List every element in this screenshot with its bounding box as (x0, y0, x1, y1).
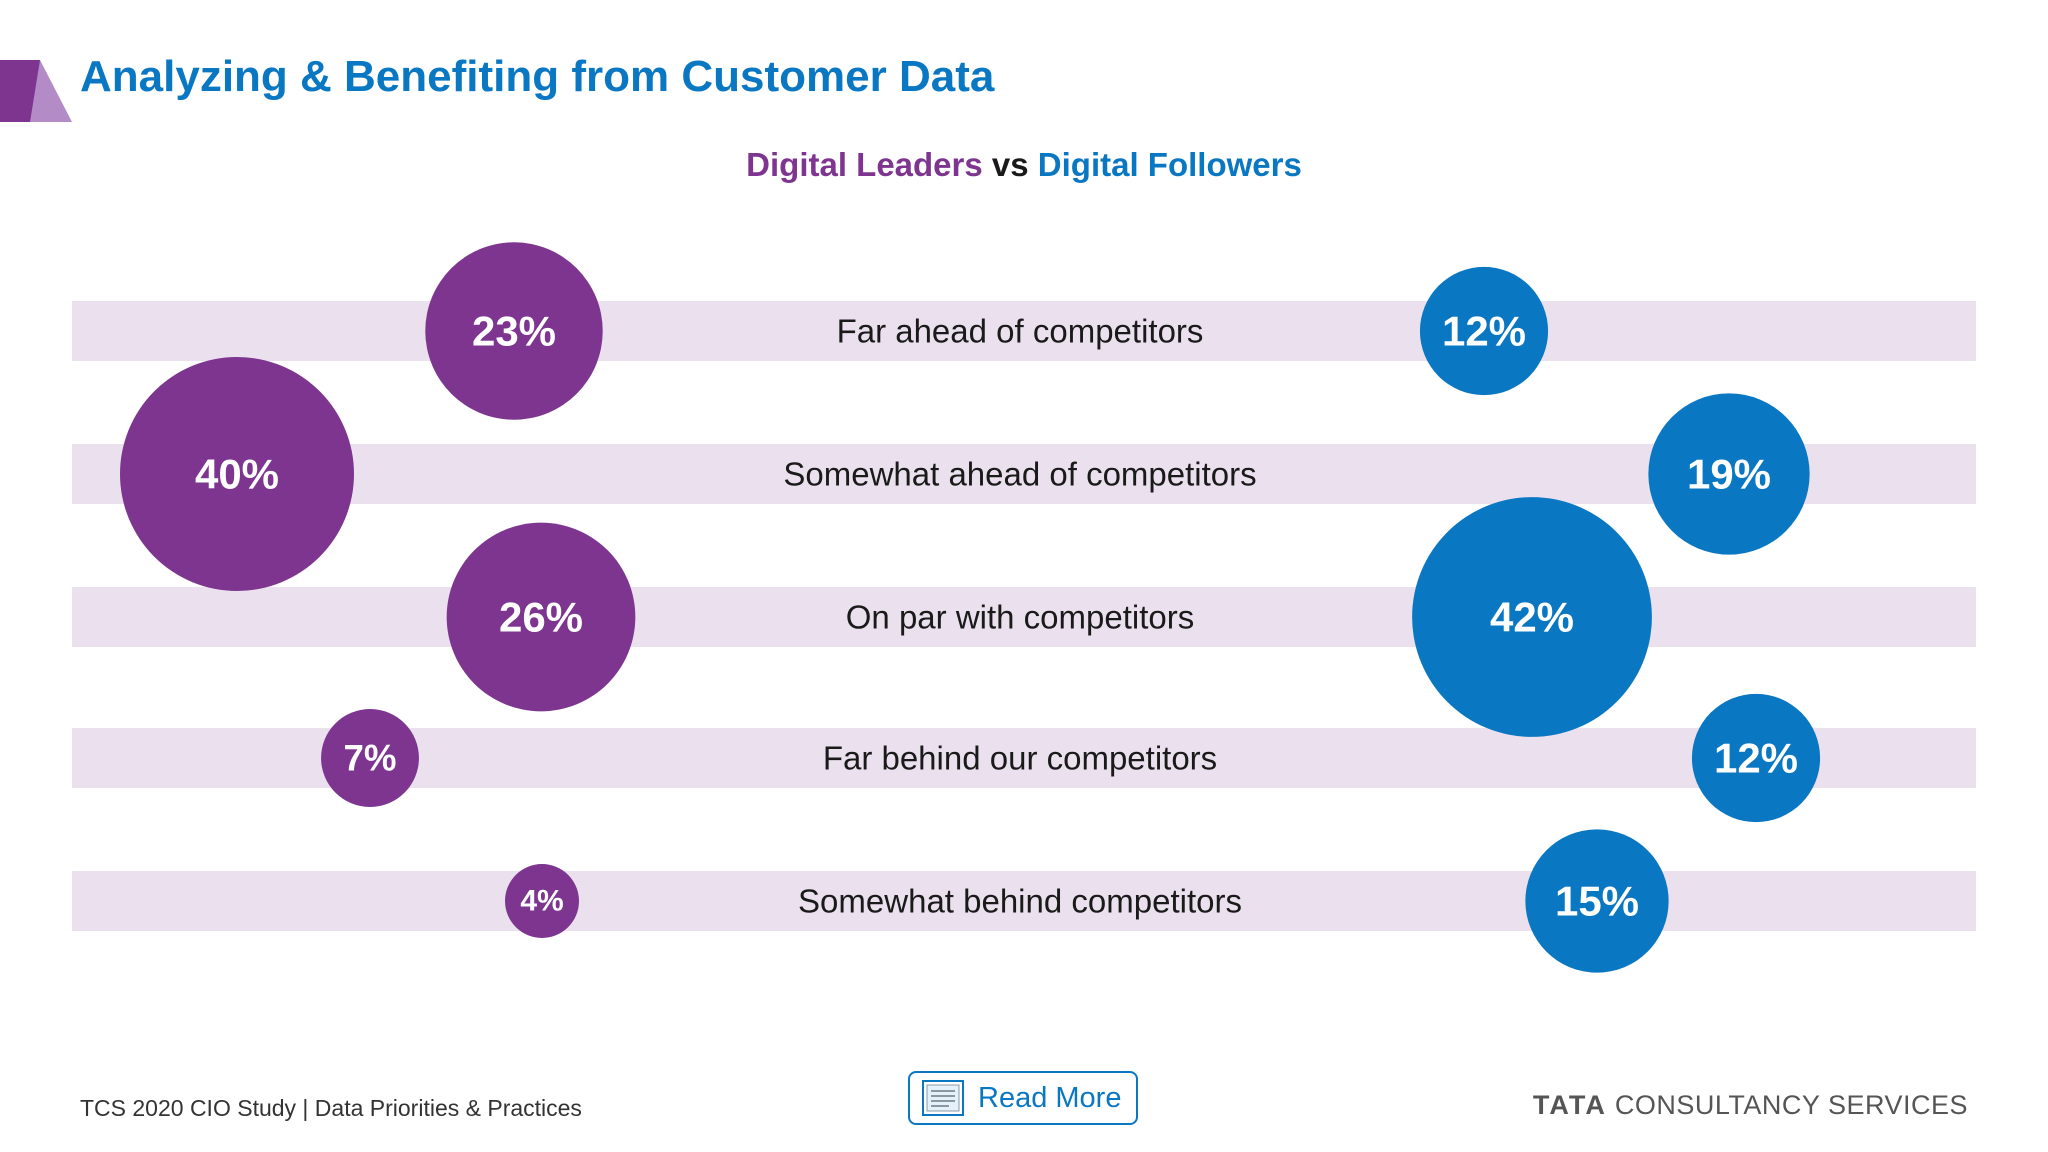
followers-value-label: 12% (1714, 735, 1798, 782)
brand-tata: TATA (1532, 1090, 1607, 1120)
read-more-button[interactable]: Read More (908, 1071, 1138, 1125)
page-title: Analyzing & Benefiting from Customer Dat… (80, 52, 995, 101)
brand-consultancy-services: CONSULTANCY SERVICES (1614, 1090, 1968, 1120)
row-label: Somewhat ahead of competitors (783, 456, 1256, 493)
followers-bubble (1525, 829, 1669, 973)
leaders-bubble (425, 242, 603, 420)
footer-source-text: TCS 2020 CIO Study | Data Priorities & P… (80, 1095, 582, 1121)
row-label: On par with competitors (846, 599, 1194, 636)
read-more-label: Read More (978, 1081, 1122, 1114)
row-label: Far ahead of competitors (837, 313, 1204, 350)
leaders-bubble (505, 864, 579, 938)
leaders-bubble (321, 709, 419, 807)
corner-accent-shape (0, 60, 72, 122)
followers-bubble (1412, 497, 1652, 737)
leaders-value-label: 4% (520, 885, 563, 918)
leaders-value-label: 7% (343, 738, 396, 779)
leaders-value-label: 40% (195, 451, 279, 498)
legend-vs: vs (991, 146, 1029, 183)
leaders-value-label: 23% (472, 308, 556, 355)
legend-digital-followers: Digital Followers (1037, 146, 1302, 183)
leaders-bubble (119, 356, 355, 592)
chart-legend-line: Digital Leaders vs Digital Followers (0, 146, 2048, 184)
followers-bubble (1691, 693, 1821, 823)
followers-value-label: 12% (1442, 308, 1526, 355)
followers-value-label: 19% (1687, 451, 1771, 498)
followers-bubble (1419, 266, 1549, 396)
legend-digital-leaders: Digital Leaders (746, 146, 983, 183)
document-icon (922, 1080, 964, 1116)
followers-bubble (1648, 393, 1810, 555)
row-label: Somewhat behind competitors (798, 883, 1242, 920)
row-band (72, 301, 1976, 361)
bubble-chart: Far ahead of competitors Somewhat ahead o… (72, 242, 1976, 973)
followers-value-label: 15% (1555, 878, 1639, 925)
company-logo-text: TATA CONSULTANCY SERVICES (1533, 1090, 1968, 1121)
followers-value-label: 42% (1490, 594, 1574, 641)
leaders-value-label: 26% (499, 594, 583, 641)
leaders-bubble (446, 522, 636, 712)
row-band (72, 587, 1976, 647)
row-label: Far behind our competitors (823, 740, 1217, 777)
